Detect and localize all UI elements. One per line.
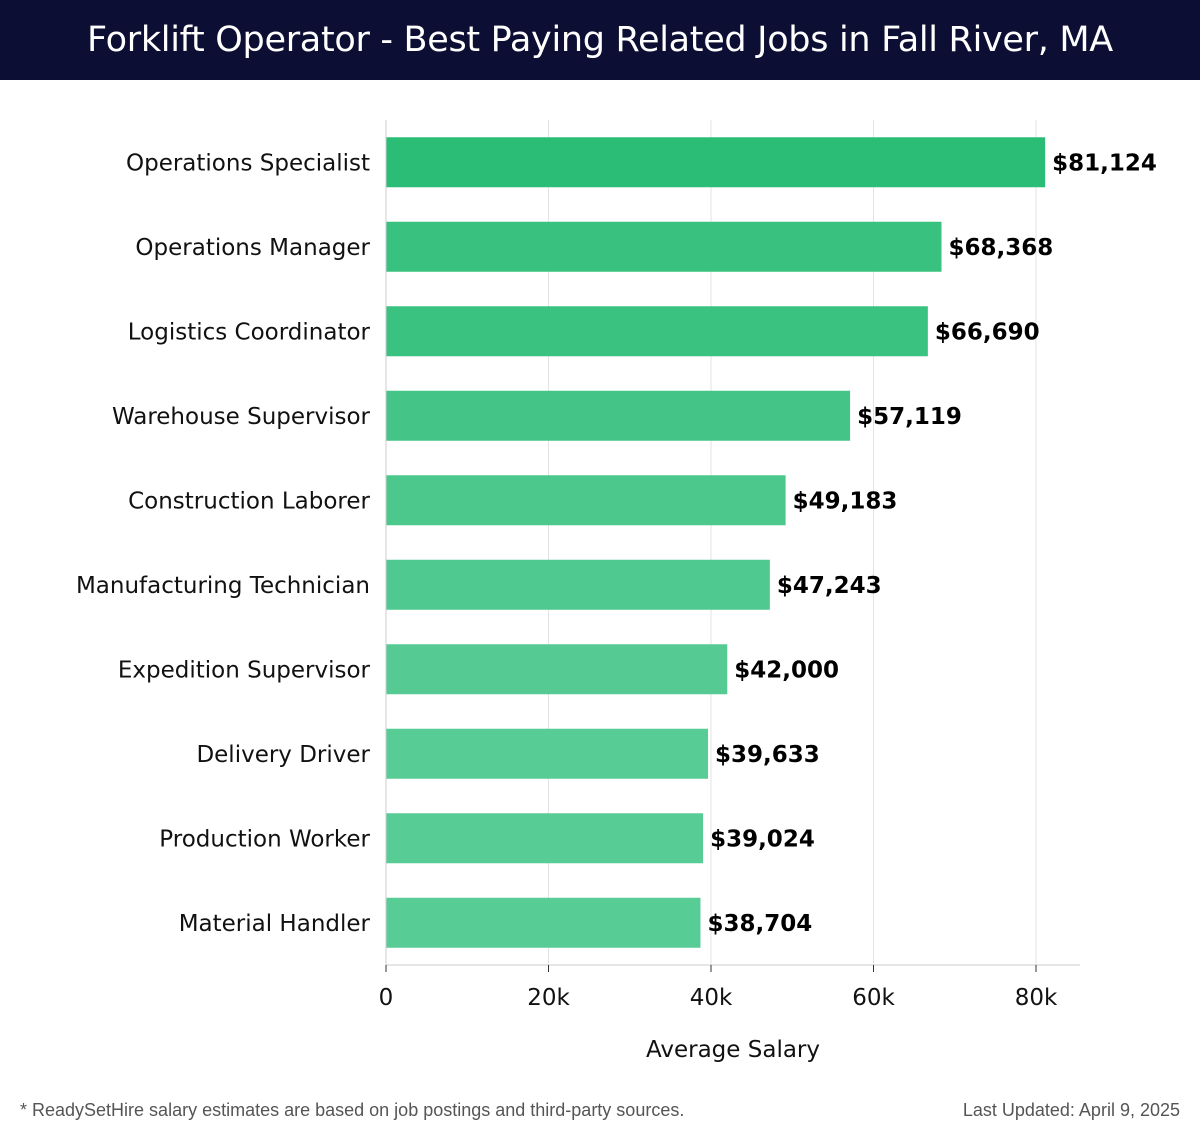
x-tick-label: 60k — [852, 985, 895, 1011]
bar — [386, 644, 728, 695]
last-updated: Last Updated: April 9, 2025 — [962, 1100, 1180, 1120]
category-label: Construction Laborer — [128, 488, 370, 514]
x-axis-title: Average Salary — [646, 1037, 820, 1063]
bar — [386, 813, 704, 864]
category-label: Production Worker — [159, 826, 370, 852]
category-label: Expedition Supervisor — [118, 657, 371, 683]
category-label: Material Handler — [179, 911, 371, 937]
x-tick-label: 0 — [379, 985, 394, 1011]
bar — [386, 306, 928, 357]
bar-chart: Operations Specialist $81,124 Operations M… — [76, 120, 1157, 1063]
value-label: $47,243 — [777, 573, 882, 599]
value-label: $39,024 — [710, 826, 815, 852]
bar — [386, 475, 786, 526]
category-label: Operations Specialist — [126, 150, 370, 176]
chart-title: Forklift Operator - Best Paying Related … — [87, 20, 1113, 60]
bar — [386, 137, 1046, 188]
x-tick-label: 40k — [690, 985, 733, 1011]
bar — [386, 390, 851, 441]
x-tick-label: 80k — [1015, 985, 1058, 1011]
value-label: $38,704 — [707, 911, 812, 937]
bar — [386, 897, 701, 948]
value-label: $49,183 — [793, 488, 898, 514]
x-tick-label: 20k — [527, 985, 570, 1011]
category-label: Warehouse Supervisor — [112, 404, 371, 430]
category-label: Manufacturing Technician — [76, 573, 370, 599]
value-label: $39,633 — [715, 742, 820, 768]
footer-note: * ReadySetHire salary estimates are base… — [20, 1100, 685, 1120]
category-label: Operations Manager — [135, 235, 370, 261]
category-label: Logistics Coordinator — [128, 319, 371, 345]
value-label: $68,368 — [948, 235, 1053, 261]
category-label: Delivery Driver — [196, 742, 370, 768]
value-label: $66,690 — [935, 319, 1040, 345]
bar — [386, 559, 770, 610]
chart-header: Forklift Operator - Best Paying Related … — [0, 0, 1200, 80]
bar — [386, 221, 942, 272]
value-label: $42,000 — [734, 657, 839, 683]
value-label: $57,119 — [857, 404, 962, 430]
bar — [386, 728, 709, 779]
value-label: $81,124 — [1052, 150, 1157, 176]
